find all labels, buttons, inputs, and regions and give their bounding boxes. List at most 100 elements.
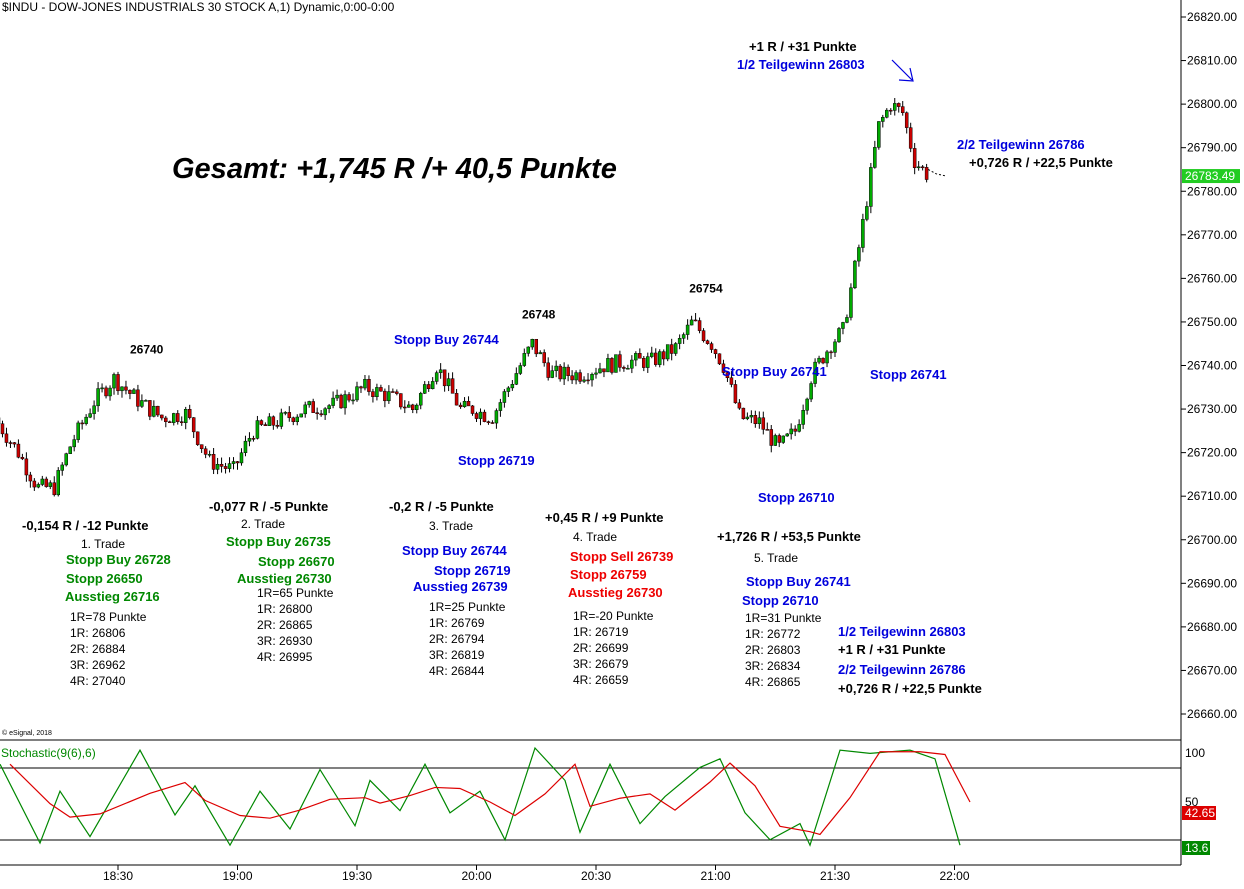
candle-body (199, 444, 204, 450)
candle-body (689, 319, 694, 326)
y-tick-label: 26740.00 (1187, 359, 1237, 373)
trade-entry: Stopp Sell 26739 (570, 549, 673, 564)
stoch-axis-100: 100 (1185, 746, 1205, 760)
right-result: +0,726 R / +22,5 Punkte (969, 155, 1113, 170)
candle-body (104, 387, 108, 397)
trade-level: 1R=-20 Punkte (573, 609, 654, 623)
candle-body (112, 374, 116, 389)
candle-body (634, 353, 638, 361)
trade-level: 3R: 26930 (257, 634, 313, 648)
candle-body (323, 408, 327, 416)
candle-body (243, 440, 248, 454)
candle-body (845, 317, 849, 323)
candle-body (279, 412, 284, 427)
candle-body (518, 365, 523, 374)
candle-body (737, 402, 742, 409)
candle-body (510, 384, 515, 389)
candle-body (709, 343, 714, 350)
price-annotation: 26740 (130, 343, 164, 357)
candle-body (176, 413, 180, 422)
candle-body (8, 442, 13, 444)
candle-body (785, 433, 789, 437)
last-price-label: 26783.49 (1185, 169, 1235, 183)
candle-body (833, 341, 837, 353)
candle-body (745, 416, 750, 420)
y-tick-label: 26700.00 (1187, 533, 1237, 547)
candle-body (24, 458, 29, 476)
candle-body (4, 433, 9, 443)
candle-body (685, 324, 690, 335)
candle-body (36, 484, 41, 488)
candle-body (291, 417, 296, 422)
candle-body (379, 387, 383, 392)
stoch-d-last: 42.65 (1185, 806, 1215, 820)
candle-body (809, 383, 813, 400)
candle-body (530, 338, 535, 348)
candle-body (586, 379, 590, 382)
x-tick-label: 20:00 (461, 869, 491, 883)
candle-body (84, 416, 88, 424)
price-annotations: 26740 26748 26754 (130, 282, 723, 357)
trade-3-block: -0,2 R / -5 Punkte 3. Trade Stopp Buy 26… (389, 499, 511, 678)
candle-body (733, 384, 738, 404)
stopp-buy-741-label: Stopp Buy 26741 (722, 364, 827, 379)
candle-body (805, 398, 809, 411)
candle-body (399, 393, 403, 408)
stoch-d-tag (1182, 806, 1216, 820)
x-tick-label: 20:30 (581, 869, 611, 883)
trade-name: 1. Trade (81, 537, 125, 551)
candle-body (132, 389, 136, 394)
y-tick-label: 26770.00 (1187, 228, 1237, 242)
candle-body (869, 167, 873, 207)
candle-body (924, 167, 929, 180)
candle-body (179, 421, 184, 423)
candle-body (458, 404, 463, 408)
trade-result: +0,45 R / +9 Punkte (545, 510, 664, 525)
y-tick-label: 26800.00 (1187, 97, 1237, 111)
candle-body (164, 417, 168, 422)
candle-body (247, 438, 252, 442)
candle-body (96, 388, 100, 407)
candle-body (407, 404, 411, 408)
candle-body (598, 368, 602, 374)
candle-body (403, 406, 407, 409)
trade-name: 5. Trade (754, 551, 798, 565)
trade-exit-1: 1/2 Teilgewinn 26803 (838, 624, 966, 639)
candle-body (749, 415, 754, 418)
candle-body (673, 343, 678, 354)
candle-body (482, 411, 487, 422)
arrow-line (891, 59, 913, 81)
x-tick-label: 19:30 (342, 869, 372, 883)
trade-level: 1R: 26769 (429, 616, 485, 630)
candle-body (873, 147, 877, 168)
candle-body (912, 148, 917, 168)
candle-body (259, 420, 264, 425)
candle-body (355, 386, 359, 401)
candle-body (801, 410, 805, 425)
trade-level: 1R: 26800 (257, 602, 313, 616)
trade-exit-1-result: +1 R / +31 Punkte (838, 642, 946, 657)
candle-body (498, 402, 503, 411)
candle-body (857, 247, 861, 262)
candle-body (287, 412, 292, 419)
stoch-k-tag (1182, 841, 1210, 855)
candle-body (550, 370, 554, 378)
candle-body (251, 438, 256, 440)
trade-result: -0,2 R / -5 Punkte (389, 499, 494, 514)
candle-body (351, 399, 355, 402)
candle-body (618, 354, 622, 368)
candle-body (693, 319, 698, 322)
candle-body (574, 372, 578, 381)
y-tick-label: 26680.00 (1187, 620, 1237, 634)
x-tick-label: 19:00 (222, 869, 252, 883)
candle-body (72, 439, 76, 448)
candle-body (765, 429, 770, 431)
copyright: © eSignal, 2018 (2, 729, 52, 737)
candle-body (383, 390, 387, 402)
candle-body (295, 416, 299, 422)
candle-body (183, 409, 188, 423)
candle-body (781, 435, 785, 443)
stopp-710-label: Stopp 26710 (758, 490, 835, 505)
candle-body (191, 417, 196, 433)
candle-body (128, 389, 132, 394)
